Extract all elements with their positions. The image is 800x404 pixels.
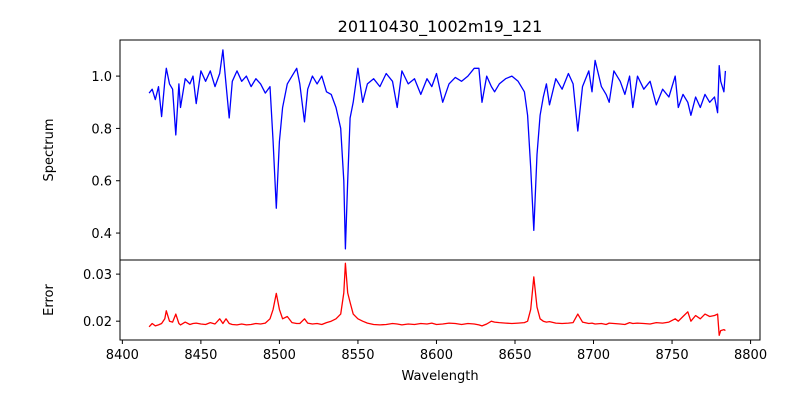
top-axes-frame xyxy=(119,39,761,261)
x-tick-label: 8550 xyxy=(341,348,374,363)
chart-title: 20110430_1002m19_121 xyxy=(338,17,543,37)
y-tick-label: 0.03 xyxy=(83,268,112,283)
x-tick-label: 8700 xyxy=(577,348,610,363)
x-tick-label: 8800 xyxy=(734,348,767,363)
y-tick-label: 1.0 xyxy=(91,70,112,85)
bottom-y-ticks: 0.02 0.03 xyxy=(83,268,120,330)
y-tick-label: 0.8 xyxy=(91,122,112,137)
x-tick-label: 8500 xyxy=(263,348,296,363)
x-tick-label: 8650 xyxy=(498,348,531,363)
x-tick-label: 8750 xyxy=(656,348,689,363)
error-line xyxy=(148,262,726,336)
bottom-y-axis-label: Error xyxy=(42,284,57,316)
bottom-axes-frame xyxy=(119,259,761,341)
x-tick-label: 8400 xyxy=(106,348,139,363)
y-tick-label: 0.4 xyxy=(91,227,112,242)
x-tick-label: 8450 xyxy=(184,348,217,363)
y-tick-label: 0.6 xyxy=(91,175,112,190)
y-tick-label: 0.02 xyxy=(83,315,112,330)
x-tick-label: 8600 xyxy=(420,348,453,363)
top-y-axis-label: Spectrum xyxy=(42,119,57,182)
x-axis-label: Wavelength xyxy=(401,369,478,384)
spectrum-line xyxy=(148,49,727,250)
x-ticks: 8400 8450 8500 8550 8600 8650 8700 8750 8800 xyxy=(106,340,767,363)
top-y-ticks: 0.4 0.6 0.8 1.0 xyxy=(91,70,120,242)
